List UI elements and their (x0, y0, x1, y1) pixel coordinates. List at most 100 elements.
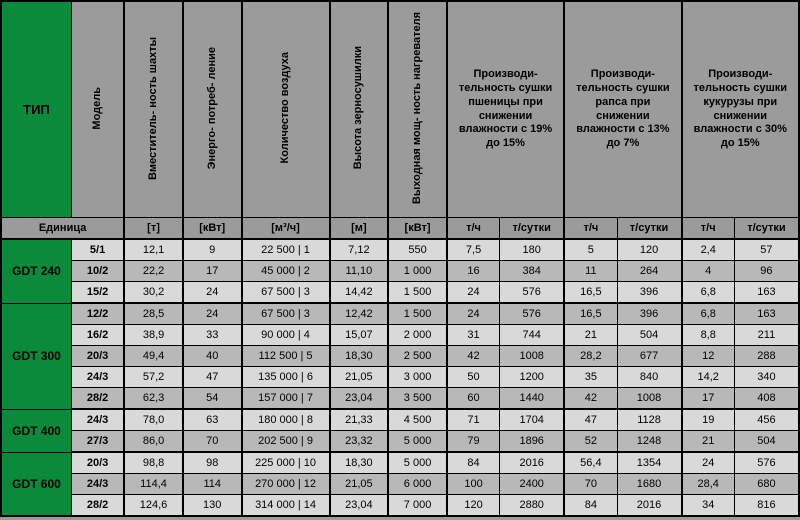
cell-height: 21,33 (330, 409, 389, 431)
cell-corn-day: 57 (734, 239, 799, 261)
unit-corn-hour: т/ч (682, 218, 735, 240)
table-row: GDT 30012/228,52467 500 | 312,421 500245… (1, 303, 799, 325)
cell-corn-day: 816 (734, 495, 799, 517)
cell-rape-hour: 16,5 (564, 282, 617, 304)
cell-capacity: 114,4 (124, 474, 183, 495)
cell-height: 21,05 (330, 367, 389, 388)
cell-energy: 9 (183, 239, 242, 261)
cell-model: 24/3 (71, 409, 124, 431)
cell-model: 12/2 (71, 303, 124, 325)
cell-wheat-day: 1008 (500, 346, 565, 367)
cell-wheat-day: 576 (500, 282, 565, 304)
cell-height: 14,42 (330, 282, 389, 304)
cell-air: 67 500 | 3 (242, 282, 330, 304)
cell-corn-hour: 4 (682, 261, 735, 282)
cell-model: 20/3 (71, 346, 124, 367)
cell-model: 28/2 (71, 388, 124, 410)
cell-rape-hour: 16,5 (564, 303, 617, 325)
header-height: Высота зерносушилки (330, 1, 389, 218)
cell-rape-hour: 35 (564, 367, 617, 388)
cell-rape-day: 1354 (617, 452, 682, 474)
cell-energy: 47 (183, 367, 242, 388)
cell-energy: 17 (183, 261, 242, 282)
header-heater-power: Выходная мощ- ность нагревателя (388, 1, 447, 218)
cell-air: 90 000 | 4 (242, 325, 330, 346)
cell-air: 135 000 | 6 (242, 367, 330, 388)
cell-model: 24/3 (71, 474, 124, 495)
cell-heater-power: 5 000 (388, 452, 447, 474)
cell-rape-day: 1128 (617, 409, 682, 431)
type-cell: GDT 400 (1, 409, 71, 452)
cell-model: 10/2 (71, 261, 124, 282)
header-model: Модель (71, 1, 124, 218)
cell-capacity: 86,0 (124, 431, 183, 453)
cell-rape-hour: 70 (564, 474, 617, 495)
cell-corn-hour: 17 (682, 388, 735, 410)
cell-heater-power: 2 000 (388, 325, 447, 346)
cell-model: 16/2 (71, 325, 124, 346)
table-row: GDT 60020/398,898225 000 | 1018,305 0008… (1, 452, 799, 474)
unit-wheat-day: т/сутки (500, 218, 565, 240)
cell-air: 180 000 | 8 (242, 409, 330, 431)
cell-wheat-hour: 50 (447, 367, 500, 388)
cell-rape-hour: 28,2 (564, 346, 617, 367)
cell-corn-hour: 21 (682, 431, 735, 453)
cell-wheat-day: 576 (500, 303, 565, 325)
cell-wheat-hour: 7,5 (447, 239, 500, 261)
cell-wheat-day: 1440 (500, 388, 565, 410)
cell-energy: 33 (183, 325, 242, 346)
header-energy: Энерго- потреб- ление (183, 1, 242, 218)
table-row: GDT 40024/378,063180 000 | 821,334 50071… (1, 409, 799, 431)
unit-corn-day: т/сутки (734, 218, 799, 240)
cell-capacity: 49,4 (124, 346, 183, 367)
cell-rape-hour: 52 (564, 431, 617, 453)
cell-corn-hour: 19 (682, 409, 735, 431)
header-rape: Производи- тельность сушки рапса при сни… (564, 1, 681, 218)
cell-capacity: 22,2 (124, 261, 183, 282)
cell-height: 23,04 (330, 388, 389, 410)
cell-heater-power: 550 (388, 239, 447, 261)
cell-wheat-hour: 16 (447, 261, 500, 282)
unit-heater-power: [кВт] (388, 218, 447, 240)
cell-wheat-hour: 84 (447, 452, 500, 474)
cell-wheat-hour: 100 (447, 474, 500, 495)
cell-air: 112 500 | 5 (242, 346, 330, 367)
table-row: 24/357,247135 000 | 621,053 000501200358… (1, 367, 799, 388)
cell-corn-hour: 24 (682, 452, 735, 474)
cell-wheat-hour: 24 (447, 282, 500, 304)
unit-capacity: [т] (124, 218, 183, 240)
cell-heater-power: 2 500 (388, 346, 447, 367)
cell-model: 15/2 (71, 282, 124, 304)
cell-capacity: 12,1 (124, 239, 183, 261)
cell-capacity: 57,2 (124, 367, 183, 388)
cell-capacity: 78,0 (124, 409, 183, 431)
cell-rape-hour: 11 (564, 261, 617, 282)
cell-height: 18,30 (330, 346, 389, 367)
cell-energy: 54 (183, 388, 242, 410)
unit-wheat-hour: т/ч (447, 218, 500, 240)
cell-corn-day: 288 (734, 346, 799, 367)
cell-corn-day: 163 (734, 282, 799, 304)
units-row: Единица [т] [кВт] [м³/ч] [м] [кВт] т/ч т… (1, 218, 799, 240)
cell-heater-power: 1 500 (388, 303, 447, 325)
cell-wheat-day: 1704 (500, 409, 565, 431)
cell-heater-power: 3 000 (388, 367, 447, 388)
cell-capacity: 28,5 (124, 303, 183, 325)
cell-wheat-day: 1896 (500, 431, 565, 453)
cell-wheat-hour: 79 (447, 431, 500, 453)
cell-rape-day: 264 (617, 261, 682, 282)
cell-rape-day: 1680 (617, 474, 682, 495)
cell-rape-day: 677 (617, 346, 682, 367)
cell-corn-hour: 2,4 (682, 239, 735, 261)
cell-rape-hour: 42 (564, 388, 617, 410)
unit-height: [м] (330, 218, 389, 240)
cell-rape-day: 396 (617, 303, 682, 325)
cell-wheat-hour: 120 (447, 495, 500, 517)
cell-heater-power: 5 000 (388, 431, 447, 453)
cell-rape-hour: 21 (564, 325, 617, 346)
cell-energy: 130 (183, 495, 242, 517)
cell-energy: 63 (183, 409, 242, 431)
cell-height: 21,05 (330, 474, 389, 495)
cell-rape-day: 1248 (617, 431, 682, 453)
cell-energy: 98 (183, 452, 242, 474)
